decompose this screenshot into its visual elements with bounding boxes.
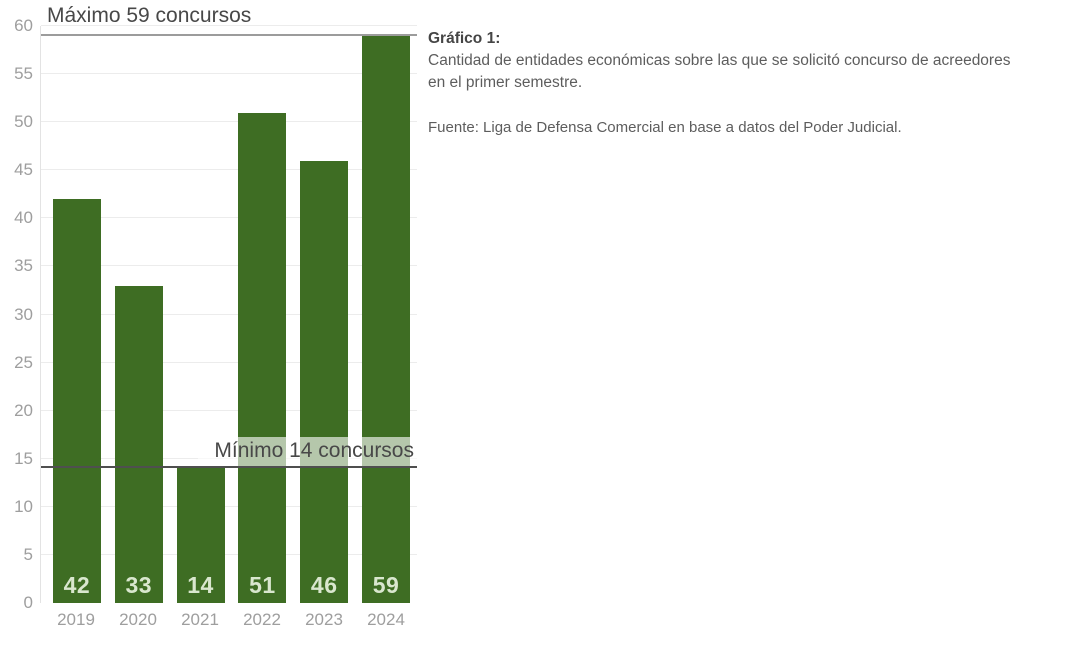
plot-area: 42 33 14 51 46 59 Mínimo 14 concursos: [40, 25, 419, 603]
bar-2019: 42: [52, 199, 101, 603]
x-tick-label: 2024: [367, 610, 405, 629]
bar-2020: 33: [114, 285, 163, 603]
y-tick-label: 15: [14, 448, 33, 468]
y-tick-label: 55: [14, 64, 33, 84]
y-tick-label: 0: [23, 593, 33, 612]
x-tick-label: 2020: [119, 610, 157, 629]
bar-column: 51: [231, 112, 293, 603]
min-annotation-label: Mínimo 14 concursos: [198, 437, 419, 467]
gridline: [41, 73, 417, 75]
bar-2021: 14: [176, 468, 225, 603]
bar-value-label: 33: [125, 572, 153, 598]
gridline: [41, 553, 417, 555]
y-tick-label: 35: [14, 256, 33, 276]
min-reference-line: [41, 466, 417, 469]
bar-column: 59: [355, 35, 417, 603]
x-axis: 2019 2020 2021 2022 2023 2024: [40, 610, 417, 630]
y-tick-label: 50: [14, 112, 33, 132]
bar-column: 46: [293, 160, 355, 603]
bar-value-label: 42: [63, 572, 91, 598]
x-tick-label: 2022: [243, 610, 281, 629]
gridline: [41, 265, 417, 267]
bar-2024: 59: [362, 35, 411, 603]
gridline: [41, 217, 417, 219]
bar-value-label: 14: [187, 572, 214, 598]
caption-description: Cantidad de entidades económicas sobre l…: [428, 52, 1011, 91]
y-tick-label: 20: [14, 400, 33, 420]
gridline: [41, 25, 417, 26]
y-tick-label: 45: [14, 160, 33, 180]
bars: 42 33 14 51 46 59: [41, 26, 417, 603]
y-tick-label: 5: [23, 544, 33, 564]
gridline: [41, 121, 417, 123]
bar-column: 42: [46, 199, 108, 603]
bar-value-label: 46: [310, 572, 338, 598]
x-tick-label: 2019: [57, 610, 95, 629]
gridline: [41, 361, 417, 363]
max-annotation-label: Máximo 59 concursos: [47, 4, 252, 27]
caption-source: Fuente: Liga de Defensa Comercial en bas…: [428, 119, 902, 136]
max-reference-line: [41, 33, 417, 36]
y-tick-label: 25: [14, 352, 33, 372]
y-tick-label: 30: [14, 304, 33, 324]
bar-value-label: 59: [372, 572, 400, 598]
gridline: [41, 409, 417, 411]
bar-column: 33: [108, 285, 170, 603]
y-tick-label: 10: [14, 496, 33, 516]
x-tick-label: 2023: [305, 610, 343, 629]
bar-column: 14: [170, 468, 232, 603]
gridline: [41, 505, 417, 507]
y-tick-label: 40: [14, 208, 33, 228]
bar-2022: 51: [238, 112, 287, 603]
x-tick-label: 2021: [181, 610, 219, 629]
bar-2023: 46: [300, 160, 349, 603]
bar-chart: Máximo 59 concursos 0 5 10 15 20 25 30 35 40 45 50…: [0, 0, 430, 646]
gridline: [41, 169, 417, 171]
y-axis: 0 5 10 15 20 25 30 35 40 45 50 55 60: [0, 16, 35, 612]
caption-title: Gráfico 1:: [428, 30, 501, 47]
y-tick-label: 60: [14, 16, 33, 35]
gridline: [41, 313, 417, 315]
caption: Gráfico 1: Cantidad de entidades económi…: [428, 28, 1084, 139]
bar-value-label: 51: [249, 572, 276, 598]
